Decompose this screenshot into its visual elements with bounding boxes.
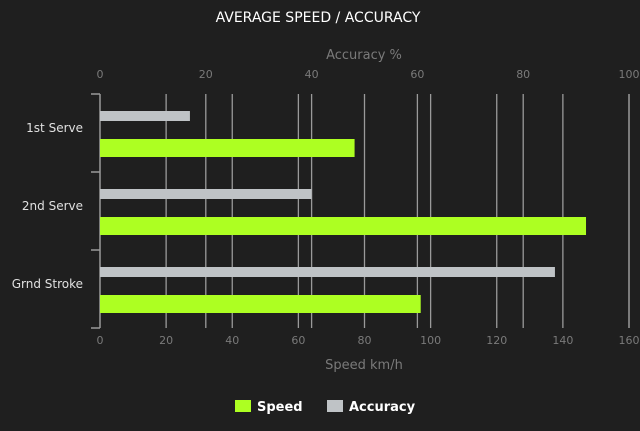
legend-label-accuracy: Accuracy [349, 400, 416, 415]
x_top-tick-label: 80 [516, 68, 530, 81]
accuracy-bar [100, 111, 190, 121]
speed-bar [100, 295, 421, 313]
x_top-tick-label: 60 [410, 68, 424, 81]
legend-swatch-accuracy [327, 400, 343, 412]
category-label: 1st Serve [26, 121, 83, 135]
x_top-tick-label: 0 [97, 68, 104, 81]
speed-bar [100, 139, 355, 157]
legend-swatch-speed [235, 400, 251, 412]
x_bottom-tick-label: 60 [291, 334, 305, 347]
x_bottom-tick-label: 100 [420, 334, 441, 347]
x_bottom-tick-label: 80 [358, 334, 372, 347]
top-axis-label: Accuracy % [326, 48, 402, 63]
x_bottom-tick-label: 0 [97, 334, 104, 347]
category-label: Grnd Stroke [12, 277, 83, 291]
legend-label-speed: Speed [257, 400, 303, 415]
x_bottom-tick-label: 20 [159, 334, 173, 347]
x_top-tick-label: 40 [305, 68, 319, 81]
x_bottom-tick-label: 40 [225, 334, 239, 347]
category-label: 2nd Serve [22, 199, 83, 213]
speed-bar [100, 217, 587, 235]
chart-title: AVERAGE SPEED / ACCURACY [216, 10, 421, 26]
accuracy-bar [100, 189, 312, 199]
x_top-tick-label: 100 [619, 68, 640, 81]
x_bottom-tick-label: 120 [486, 334, 507, 347]
x_bottom-tick-label: 160 [619, 334, 640, 347]
bottom-axis-label: Speed km/h [325, 358, 403, 373]
x_bottom-tick-label: 140 [552, 334, 573, 347]
accuracy-bar [100, 267, 555, 277]
x_top-tick-label: 20 [199, 68, 213, 81]
